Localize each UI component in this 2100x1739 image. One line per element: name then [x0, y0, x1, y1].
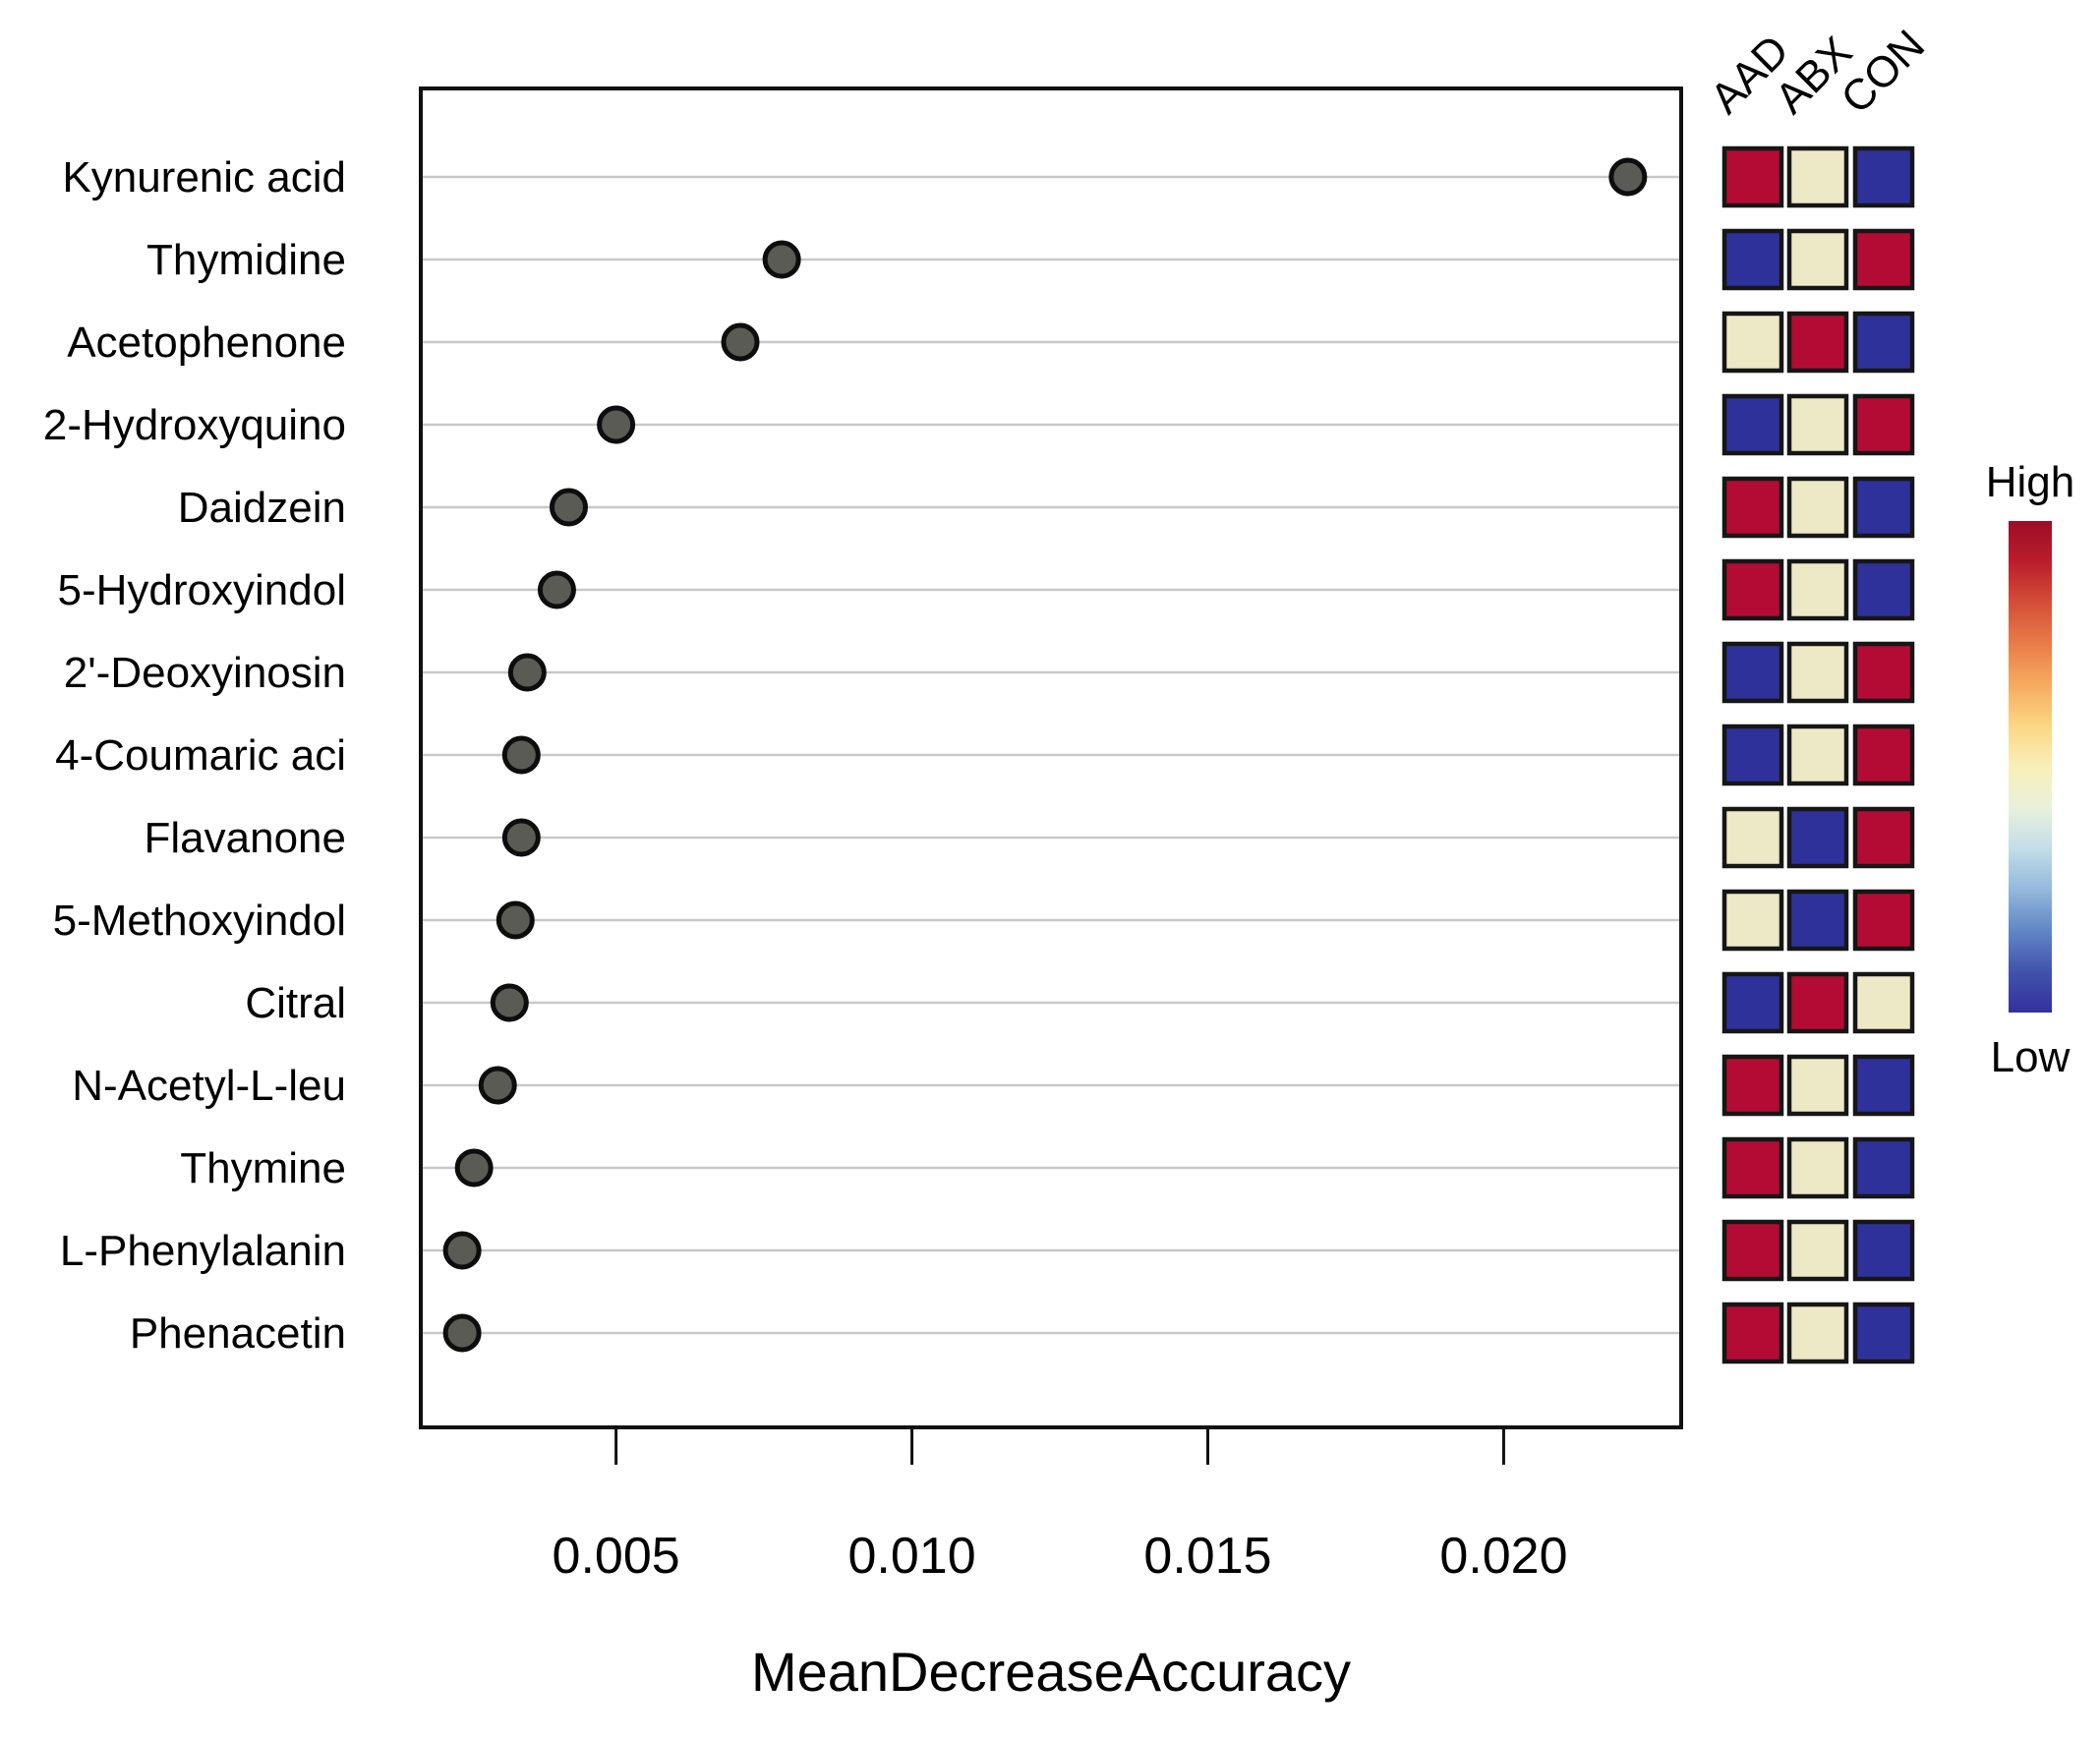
heatmap-cell: [1786, 1054, 1849, 1117]
y-axis-label: L-Phenylalanin: [60, 1227, 346, 1275]
plot-border: [419, 87, 1683, 1429]
y-axis-label: 4-Coumaric aci: [55, 731, 346, 780]
heatmap-cell: [1786, 228, 1849, 291]
heatmap-cell: [1852, 311, 1915, 374]
heatmap-cell: [1721, 311, 1784, 374]
heatmap-cell: [1852, 145, 1915, 208]
x-tick-label: 0.005: [553, 1528, 680, 1585]
data-point: [490, 983, 529, 1022]
y-axis-label: Citral: [245, 979, 346, 1027]
heatmap-cell: [1852, 641, 1915, 704]
data-point: [721, 322, 760, 362]
data-point: [501, 735, 541, 775]
heatmap-cell: [1852, 1302, 1915, 1364]
heatmap-cell: [1721, 1054, 1784, 1117]
heatmap-cell: [1721, 1219, 1784, 1282]
data-point: [442, 1231, 482, 1270]
data-point: [454, 1148, 494, 1188]
y-axis-label: N-Acetyl-L-leu: [72, 1062, 346, 1110]
heatmap-cell: [1786, 1302, 1849, 1364]
heatmap-cell: [1786, 889, 1849, 952]
heatmap-cell: [1786, 145, 1849, 208]
heatmap-cell: [1786, 558, 1849, 621]
data-point: [549, 488, 588, 527]
x-tick-label: 0.020: [1439, 1528, 1567, 1585]
heatmap-cell: [1852, 1136, 1915, 1199]
heatmap-cell: [1852, 806, 1915, 869]
colorbar-high-label: High: [1986, 458, 2075, 506]
heatmap-cell: [1721, 806, 1784, 869]
y-axis-label: Thymidine: [146, 236, 346, 284]
y-axis-label: Kynurenic acid: [62, 153, 346, 202]
heatmap-cell: [1852, 393, 1915, 456]
heatmap-cell: [1721, 1302, 1784, 1364]
data-point: [478, 1066, 517, 1105]
y-axis-label: Flavanone: [145, 814, 346, 862]
heatmap-cell: [1852, 228, 1915, 291]
heatmap-cell: [1721, 889, 1784, 952]
heatmap-cell: [1786, 476, 1849, 539]
data-point: [597, 405, 636, 444]
heatmap-cell: [1852, 1054, 1915, 1117]
heatmap-cell: [1852, 1219, 1915, 1282]
y-axis-label: Thymine: [180, 1144, 346, 1192]
data-point: [507, 653, 547, 692]
heatmap-cell: [1852, 724, 1915, 786]
data-point: [537, 570, 576, 609]
heatmap-cell: [1852, 558, 1915, 621]
x-tick-label: 0.010: [847, 1528, 975, 1585]
heatmap-cell: [1786, 971, 1849, 1034]
y-axis-label: Acetophenone: [67, 319, 346, 367]
heatmap-cell: [1721, 476, 1784, 539]
colorbar-low-label: Low: [1991, 1033, 2071, 1081]
y-axis-label: 2'-Deoxyinosin: [64, 649, 346, 697]
data-point: [501, 818, 541, 857]
heatmap-cell: [1786, 806, 1849, 869]
heatmap-cell: [1721, 145, 1784, 208]
heatmap-cell: [1852, 476, 1915, 539]
heatmap-cell: [1852, 889, 1915, 952]
heatmap-cell: [1721, 1136, 1784, 1199]
heatmap-cell: [1786, 1136, 1849, 1199]
x-tick-label: 0.015: [1143, 1528, 1271, 1585]
heatmap-cell: [1786, 311, 1849, 374]
heatmap-cell: [1721, 393, 1784, 456]
y-axis-label: 5-Hydroxyindol: [58, 566, 346, 614]
heatmap-cell: [1721, 724, 1784, 786]
y-axis-label: Daidzein: [178, 484, 346, 532]
heatmap-cell: [1786, 641, 1849, 704]
colorbar: [2009, 521, 2052, 1013]
heatmap-cell: [1852, 971, 1915, 1034]
y-axis-label: 2-Hydroxyquino: [43, 401, 346, 449]
y-axis-label: Phenacetin: [130, 1309, 346, 1358]
data-point: [442, 1313, 482, 1353]
data-point: [496, 900, 535, 940]
heatmap-cell: [1786, 724, 1849, 786]
heatmap-cell: [1786, 1219, 1849, 1282]
heatmap-cell: [1786, 393, 1849, 456]
heatmap-cell: [1721, 228, 1784, 291]
y-axis-label: 5-Methoxyindol: [53, 897, 346, 945]
heatmap-cell: [1721, 641, 1784, 704]
heatmap-cell: [1721, 558, 1784, 621]
heatmap-cell: [1721, 971, 1784, 1034]
data-point: [762, 240, 801, 279]
data-point: [1608, 157, 1648, 197]
x-axis-title: MeanDecreaseAccuracy: [751, 1641, 1351, 1703]
